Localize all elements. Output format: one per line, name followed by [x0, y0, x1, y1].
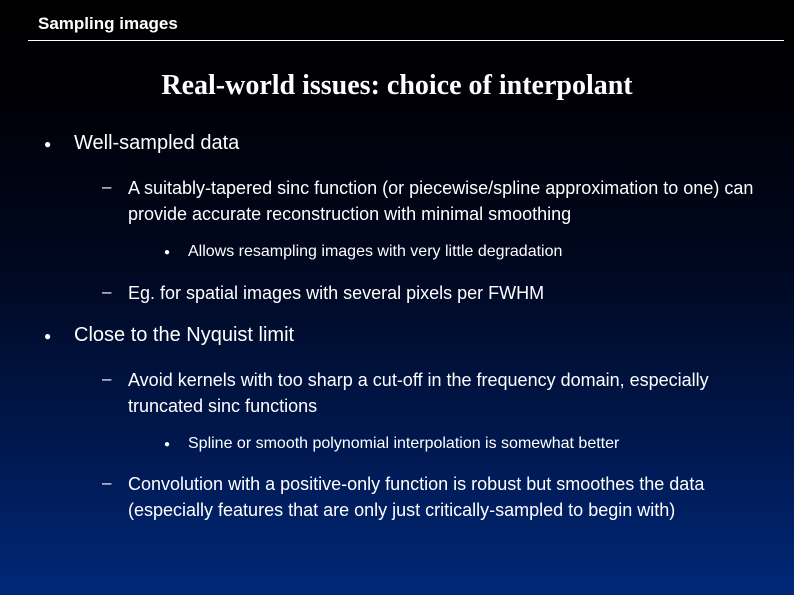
bullet-text: Well-sampled data	[74, 132, 239, 154]
slide-title: Real-world issues: choice of interpolant	[0, 70, 794, 102]
header-divider	[28, 40, 784, 41]
bullet-list-level3: Allows resampling images with very littl…	[160, 241, 764, 263]
bullet-list-level3: Spline or smooth polynomial interpolatio…	[160, 433, 764, 455]
slide-header-label: Sampling images	[38, 14, 178, 34]
bullet-text: Convolution with a positive-only functio…	[128, 474, 704, 520]
bullet-text: Allows resampling images with very littl…	[188, 243, 562, 260]
list-item: Well-sampled data A suitably-tapered sin…	[38, 130, 764, 306]
bullet-text: Close to the Nyquist limit	[74, 324, 294, 346]
list-item: Avoid kernels with too sharp a cut-off i…	[98, 367, 764, 456]
bullet-text: Spline or smooth polynomial interpolatio…	[188, 435, 619, 452]
bullet-text: A suitably-tapered sinc function (or pie…	[128, 178, 753, 224]
list-item: Eg. for spatial images with several pixe…	[98, 280, 764, 306]
bullet-list-level2: Avoid kernels with too sharp a cut-off i…	[98, 367, 764, 524]
list-item: Allows resampling images with very littl…	[160, 241, 764, 263]
bullet-list-level2: A suitably-tapered sinc function (or pie…	[98, 175, 764, 306]
list-item: A suitably-tapered sinc function (or pie…	[98, 175, 764, 264]
list-item: Spline or smooth polynomial interpolatio…	[160, 433, 764, 455]
bullet-text: Avoid kernels with too sharp a cut-off i…	[128, 370, 709, 416]
list-item: Convolution with a positive-only functio…	[98, 471, 764, 523]
bullet-list-level1: Well-sampled data A suitably-tapered sin…	[38, 130, 764, 523]
list-item: Close to the Nyquist limit Avoid kernels…	[38, 322, 764, 524]
bullet-text: Eg. for spatial images with several pixe…	[128, 283, 544, 303]
slide-content: Well-sampled data A suitably-tapered sin…	[38, 130, 764, 539]
